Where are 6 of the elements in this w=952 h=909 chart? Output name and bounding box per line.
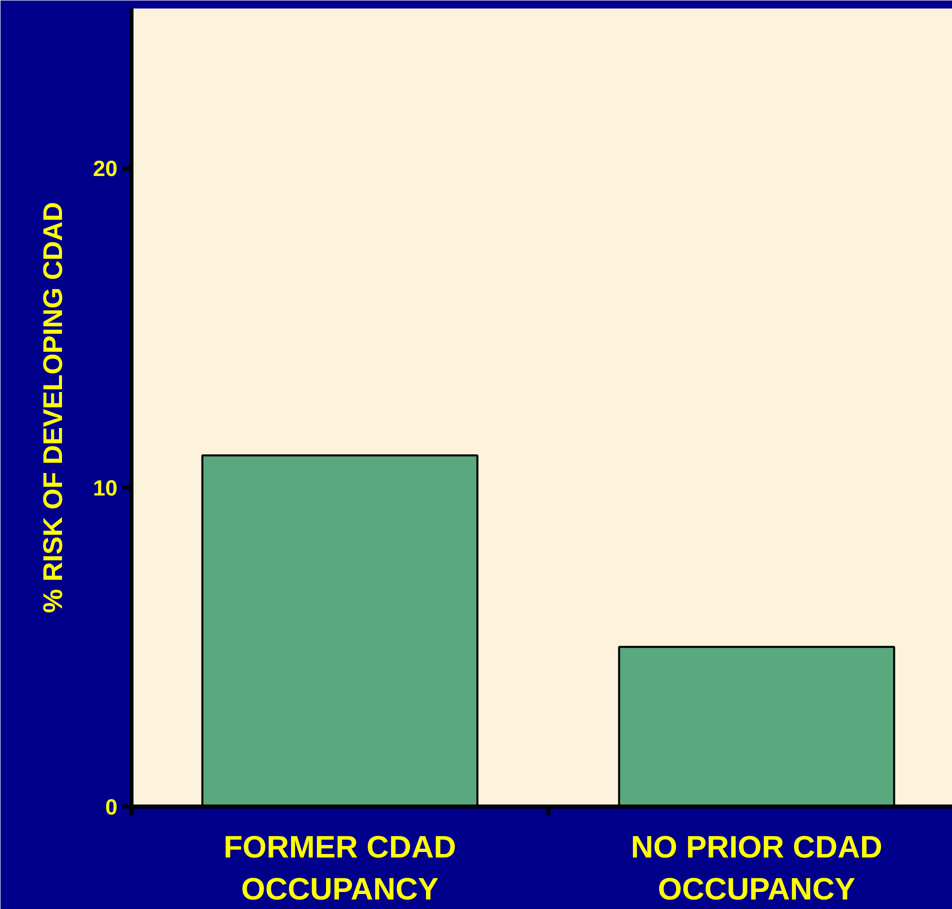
y-tick-label: 20 — [93, 156, 118, 182]
x-tick-label: FORMER CDAD OCCUPANCY — [224, 830, 456, 906]
x-tick-label: NO PRIOR CDAD OCCUPANCY — [630, 830, 882, 906]
y-tick-label: 0 — [105, 794, 118, 820]
y-tick-label: 10 — [93, 475, 118, 500]
y-axis-title: % RISK OF DEVELOPING CDAD — [38, 202, 68, 614]
